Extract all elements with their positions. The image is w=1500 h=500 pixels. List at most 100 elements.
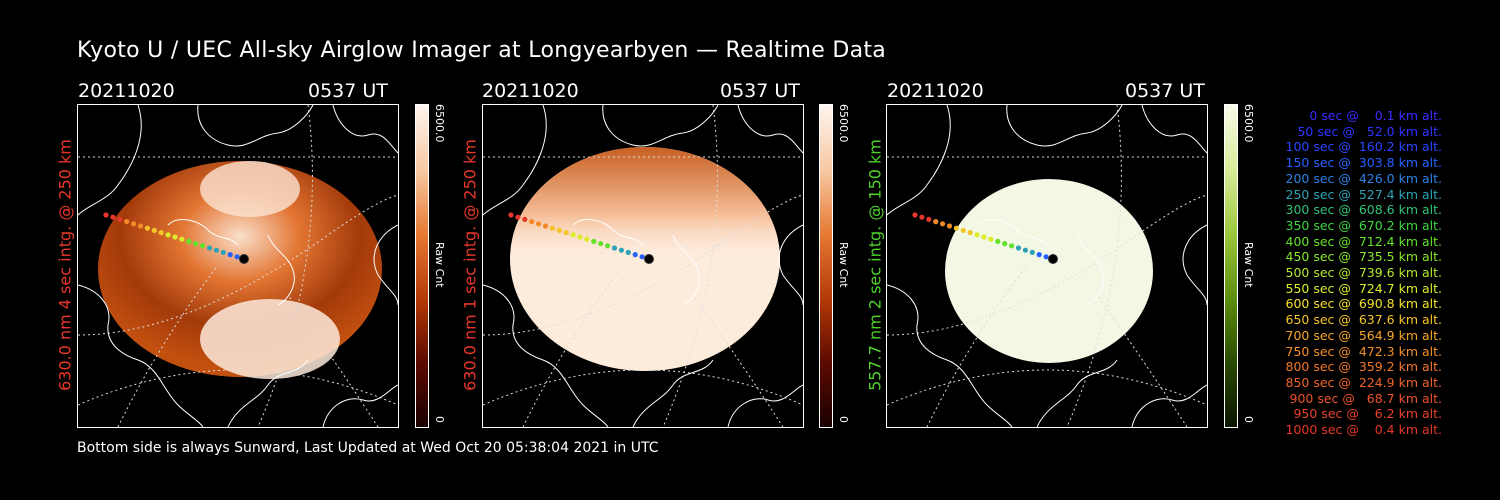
trajectory-point: [598, 241, 604, 247]
trajectory-point: [591, 238, 597, 244]
panel-1-colorbar: [415, 104, 429, 428]
panel-1-colorbar-labels: 6500.0 Raw Cnt 0: [430, 104, 450, 426]
trajectory-point: [186, 238, 192, 244]
legend-row: 1000 sec @ 0.4 km alt.: [1285, 422, 1442, 438]
trajectory-point: [1009, 243, 1015, 249]
trajectory-point: [151, 227, 157, 233]
panel-3-ylabel: 557.7 nm 2 sec intg. @ 150 km: [864, 104, 886, 426]
trajectory-point: [988, 236, 994, 242]
trajectory-point: [926, 216, 932, 222]
trajectory-point: [227, 252, 233, 258]
trajectory-point: [206, 245, 213, 251]
legend-row: 650 sec @ 637.6 km alt.: [1281, 312, 1443, 328]
panel-2-image: [482, 104, 804, 428]
trajectory-point: [131, 221, 137, 227]
trajectory-point: [542, 223, 549, 229]
trajectory-point: [144, 225, 150, 231]
legend-row: 500 sec @ 739.6 km alt.: [1281, 265, 1443, 281]
trajectory-point: [213, 247, 219, 253]
station-marker: [239, 254, 249, 264]
trajectory-point: [632, 252, 638, 258]
panel-3-ylabel-text: 557.7 nm 2 sec intg. @ 150 km: [865, 139, 885, 391]
legend-row: 900 sec @ 68.7 km alt.: [1285, 390, 1442, 406]
trajectory-point: [1029, 249, 1035, 255]
legend-row: 600 sec @ 690.8 km alt.: [1281, 296, 1443, 312]
panel-3-colorbar: [1224, 104, 1238, 428]
trajectory-point: [1022, 247, 1028, 253]
trajectory-point: [110, 214, 116, 220]
trajectory-point: [974, 232, 980, 238]
legend-row: 350 sec @ 670.2 km alt.: [1281, 217, 1443, 233]
station-marker: [644, 254, 654, 264]
trajectory-point: [995, 238, 1001, 244]
trajectory-point: [960, 227, 966, 233]
legend-row: 950 sec @ 6.2 km alt.: [1289, 406, 1442, 422]
panel-1-image: [77, 104, 399, 428]
panel-3-date: 20211020: [887, 80, 984, 102]
legend-row: 700 sec @ 564.9 km alt.: [1281, 327, 1443, 343]
panel-3-cbar-min: 0: [1242, 416, 1255, 423]
legend-row: 0 sec @ 0.1 km alt.: [1297, 108, 1442, 123]
trajectory-point: [117, 216, 123, 222]
panel-2-colorbar-labels: 6500.0 Raw Cnt 0: [834, 104, 854, 426]
trajectory-point: [515, 214, 521, 220]
panel-3-cbar-max: 6500.0: [1242, 104, 1255, 143]
legend-row: 550 sec @ 724.7 km alt.: [1281, 280, 1443, 296]
panel-2-colorbar: [819, 104, 833, 428]
panel-1-ylabel-text: 630.0 nm 4 sec intg. @ 250 km: [55, 139, 75, 391]
trajectory-point: [103, 212, 109, 218]
trajectory-point: [200, 243, 206, 249]
trajectory-point: [234, 254, 240, 260]
panel-3-image: [886, 104, 1208, 428]
trajectory-point: [1002, 241, 1008, 247]
trajectory-point: [577, 234, 583, 240]
panel-2-cbar-max: 6500.0: [837, 104, 850, 143]
panel-1-date: 20211020: [78, 80, 175, 102]
legend-row: 250 sec @ 527.4 km alt.: [1281, 186, 1443, 202]
trajectory-point: [522, 216, 528, 222]
trajectory-point: [529, 219, 535, 225]
legend-row: 100 sec @ 160.2 km alt.: [1281, 139, 1443, 155]
legend-row: 150 sec @ 303.8 km alt.: [1281, 155, 1443, 171]
legend-row: 300 sec @ 608.6 km alt.: [1281, 202, 1443, 218]
trajectory-point: [625, 249, 631, 255]
trajectory-point: [179, 236, 185, 242]
trajectory-point: [946, 223, 953, 229]
trajectory-point: [953, 225, 959, 231]
trajectory-point: [124, 219, 130, 225]
panel-3-time: 0537 UT: [1125, 80, 1205, 102]
trajectory-point: [508, 212, 514, 218]
trajectory-point: [158, 230, 164, 236]
panel-2-cbar-unit: Raw Cnt: [837, 242, 850, 288]
trajectory-point: [639, 254, 645, 260]
legend-row: 50 sec @ 52.0 km alt.: [1289, 123, 1442, 139]
panel-1-map: [78, 105, 398, 427]
trajectory-point: [912, 212, 918, 218]
legend-row: 800 sec @ 359.2 km alt.: [1281, 359, 1443, 375]
legend-row: 850 sec @ 224.9 km alt.: [1281, 374, 1443, 390]
panel-2-ylabel-text: 630.0 nm 1 sec intg. @ 250 km: [460, 139, 480, 391]
trajectory-point: [570, 232, 576, 238]
trajectory-point: [137, 223, 144, 229]
trajectory-point: [220, 249, 226, 255]
panel-1-ylabel: 630.0 nm 4 sec intg. @ 250 km: [54, 104, 76, 426]
footer-note: Bottom side is always Sunward, Last Upda…: [77, 440, 659, 456]
trajectory-point: [933, 219, 939, 225]
panel-2-cbar-min: 0: [837, 416, 850, 423]
trajectory-point: [981, 234, 987, 240]
panel-3-colorbar-labels: 6500.0 Raw Cnt 0: [1239, 104, 1259, 426]
panel-1-cbar-max: 6500.0: [433, 104, 446, 143]
trajectory-point: [172, 234, 178, 240]
trajectory-point: [1015, 245, 1022, 251]
panel-2-map: [483, 105, 803, 427]
panel-2-ylabel: 630.0 nm 1 sec intg. @ 250 km: [459, 104, 481, 426]
trajectory-legend: 0 sec @ 0.1 km alt. 50 sec @ 52.0 km alt…: [1262, 108, 1443, 438]
legend-row: 200 sec @ 426.0 km alt.: [1281, 170, 1443, 186]
panel-1-time: 0537 UT: [308, 80, 388, 102]
trajectory-point: [967, 230, 973, 236]
trajectory-point: [618, 247, 624, 253]
panel-2-time: 0537 UT: [720, 80, 800, 102]
trajectory-point: [1036, 252, 1042, 258]
panel-2-date: 20211020: [482, 80, 579, 102]
allsky-dome: [945, 179, 1153, 363]
